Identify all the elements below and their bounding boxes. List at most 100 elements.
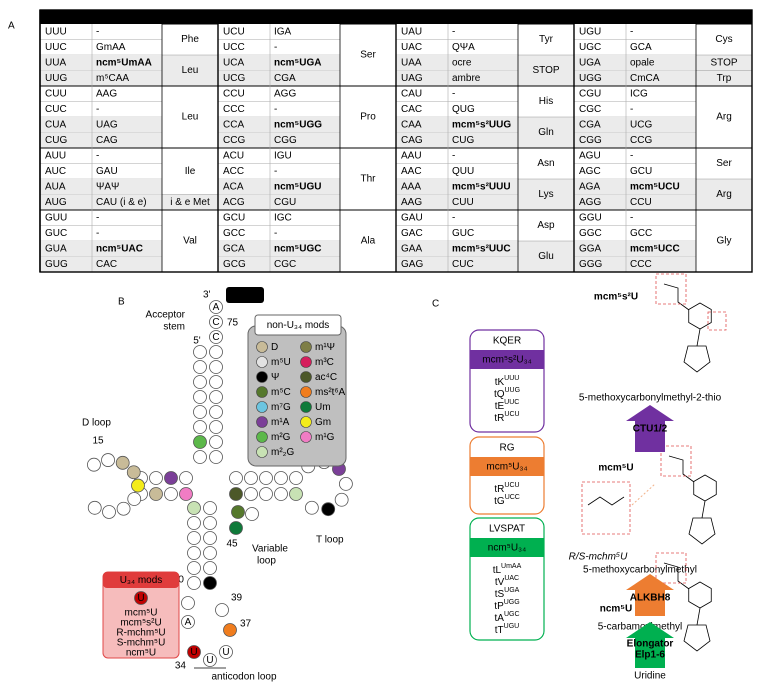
codon: ACG [223,197,245,208]
trna-name: tA [494,613,504,624]
nucleotide [164,471,178,485]
cell-shade [518,241,574,272]
row-shade [396,179,518,195]
row-shade [574,132,696,148]
codon: CCC [223,104,245,115]
position: 15 [92,436,104,447]
row-shade [574,70,696,86]
codon: UGG [579,73,602,84]
group-bar [470,350,544,369]
row-shade [218,70,340,86]
anticodon: - [452,88,455,99]
nucleotide [289,487,303,501]
aminoacid: Phe [181,34,199,45]
enzyme: CTU1/2 [633,424,668,435]
nucleotide [259,471,273,485]
trna-name: tE [495,401,505,412]
anticodon: - [96,228,99,239]
row-shade [574,256,696,272]
bond [696,328,701,347]
codon: AAU [401,150,422,161]
nucleotide [181,615,195,629]
row-shade [396,194,518,210]
anticodon: - [452,212,455,223]
anticodon: CUG [452,135,474,146]
column-header: anticodon [637,12,685,23]
row-shade [574,241,696,257]
row-shade [396,117,518,133]
position: 75 [227,318,239,329]
nucleotide [193,360,207,374]
intermediate: R/S-mchm⁵U [569,552,628,563]
column-header: anticodon [281,12,329,23]
u34-icon-letter: U [137,593,144,604]
u34-item: mcm⁵U [124,608,157,619]
base-letter: U [222,647,229,658]
anticodon: ncm⁵UGC [274,243,321,254]
side-chain [663,283,690,311]
aminoacid: Asp [537,220,555,231]
group-mod: mcm⁵U₃₄ [486,462,527,473]
nucleotide [187,516,201,530]
aminoacid: Arg [716,189,732,200]
codon: CAG [401,135,423,146]
legend-label: m⁵U [271,357,291,368]
codon: GUU [45,212,67,223]
trna-anticodon: UUU [504,375,519,382]
trna: tQUUG [494,387,520,400]
aminoacid: Val [183,236,197,247]
arrow [626,574,674,616]
anticodon: ncm⁵UGG [274,119,322,130]
trna: tAUGC [494,611,519,624]
position: 37 [240,619,252,630]
trna: tGUCC [494,494,520,507]
variable-label: Variable [252,544,288,555]
anticodon: m⁵CAA [96,73,129,84]
nucleotide [116,501,131,516]
arrow [626,622,674,668]
row-shade [218,117,340,133]
base-letter: A [185,617,192,628]
anticodon: - [96,26,99,37]
side-chain [668,455,695,483]
codon: CGA [579,119,601,130]
codon: GAC [401,228,423,239]
step-name: mcm⁵s²U [594,292,638,303]
nucleotide [193,405,207,419]
anticodon: ΨAΨ [96,181,119,192]
cell-shade [696,55,752,71]
trna: tSUGA [495,587,520,600]
aminoacid: STOP [532,65,559,76]
codon: UGA [579,57,601,68]
aminoacid: Glu [538,251,554,262]
column-header: anticodon [459,12,507,23]
codon: AUC [45,166,66,177]
aminoacid: Ser [716,158,732,169]
legend-title: non-U₃₄ mods [267,320,330,331]
d-loop-label: D loop [82,418,111,429]
nucleotide [203,576,217,590]
aminoacid: Leu [182,112,199,123]
anticodon: - [452,150,455,161]
aminoacid: Cys [715,34,732,45]
panel-label: A [8,21,15,32]
row-shade [218,132,340,148]
anticodon: - [452,26,455,37]
nucleotide [193,435,207,449]
trna-anticodon: UGG [504,599,520,606]
nucleotide [87,500,102,515]
legend-swatch [300,401,312,413]
anticodon: - [630,150,633,161]
legend-swatch [256,371,268,383]
nucleotide [289,471,303,485]
codon: CCG [223,135,245,146]
base-letter: U [190,647,197,658]
codon: UUU [45,26,67,37]
nucleotide [259,487,273,501]
anticodon: CAC [96,259,117,270]
column-header: aminoacid [165,12,214,23]
codon: UCU [223,26,245,37]
anticodon: ambre [452,73,481,84]
anticodon: - [274,42,277,53]
group-title: KQER [493,336,521,347]
